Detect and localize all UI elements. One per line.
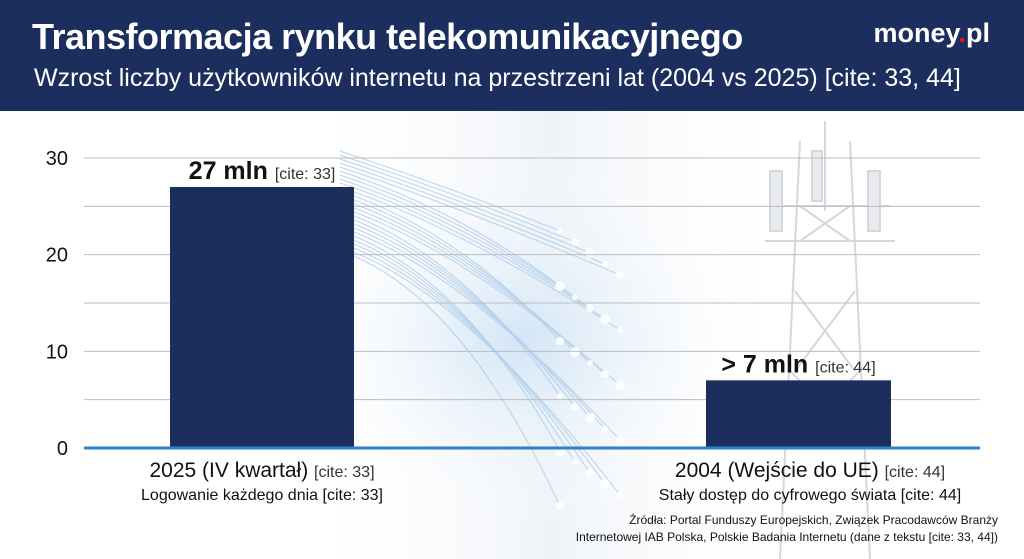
bar	[170, 187, 354, 448]
fiber-light-dot	[556, 502, 564, 510]
data-label-value: > 7 mln	[721, 350, 815, 378]
fiber-light-dot	[616, 436, 624, 444]
fiber-light-dot	[586, 469, 594, 477]
category-subtitle: Logowanie każdego dnia [cite: 33]	[141, 487, 383, 504]
source-note: Źródła: Portal Funduszy Europejskich, Zw…	[478, 512, 998, 546]
fiber-light-dot	[557, 393, 563, 399]
fiber-strand	[339, 158, 591, 254]
category-cite: [cite: 44]	[884, 464, 946, 481]
fiber-strand	[339, 154, 576, 243]
y-tick-label: 0	[57, 438, 68, 460]
y-tick-label: 30	[46, 148, 68, 170]
logo-text-tld: pl	[966, 18, 990, 48]
category-name: 2025 (IV kwartał)	[149, 459, 309, 482]
chart-subtitle: Wzrost liczby użytkowników internetu na …	[34, 64, 961, 92]
data-label: > 7 mln [cite: 44]	[721, 350, 875, 378]
fiber-light-dot	[617, 327, 623, 333]
data-label-value: 27 mln	[189, 157, 275, 185]
fiber-strand	[339, 230, 561, 452]
category-subtitle: Stały dostęp do cyfrowego świata [cite: …	[658, 487, 962, 504]
chart-title: Transformacja rynku telekomunikacyjnego	[32, 16, 743, 57]
fiber-strand	[339, 246, 621, 496]
data-label-cite: [cite: 44]	[815, 359, 875, 376]
fiber-strand	[339, 238, 591, 474]
bars	[170, 187, 891, 448]
fiber-strand	[339, 150, 561, 232]
fiber-light-dot	[616, 271, 624, 279]
fiber-strand	[339, 174, 576, 298]
fiber-light-dot	[602, 261, 608, 267]
fiber-strand	[339, 250, 561, 507]
fiber-strand	[339, 222, 606, 430]
fiber-light-dot	[570, 347, 580, 357]
fiber-optic-tower-background	[280, 111, 895, 559]
fiber-light-dot	[585, 413, 595, 423]
category-cite: [cite: 33]	[314, 464, 375, 481]
logo-text-main: money	[873, 18, 959, 48]
bar	[706, 380, 891, 448]
category-label-2004: 2004 (Wejście do UE) [cite: 44] Stały do…	[630, 459, 990, 505]
fiber-light-dot	[600, 479, 610, 489]
header-banner: Transformacja rynku telekomunikacyjnego …	[0, 0, 1024, 111]
fiber-light-dot	[587, 360, 593, 366]
fiber-strand	[339, 242, 606, 485]
fiber-strand	[339, 234, 576, 463]
money-pl-logo: money.pl	[873, 18, 990, 49]
fiber-strand	[339, 226, 621, 441]
category-label-2025: 2025 (IV kwartał) [cite: 33] Logowanie k…	[112, 459, 412, 505]
fiber-light-dot	[601, 370, 609, 378]
fiber-light-dot	[602, 426, 608, 432]
source-line-1: Źródła: Portal Funduszy Europejskich, Zw…	[629, 513, 998, 527]
data-label-cite: [cite: 33]	[275, 166, 335, 183]
y-tick-label: 20	[46, 245, 68, 267]
fiber-light-dot	[571, 238, 579, 246]
category-name: 2004 (Wejście do UE)	[674, 459, 879, 482]
fiber-light-dot	[556, 337, 564, 345]
logo-dot: .	[958, 18, 966, 48]
fiber-light-dot	[617, 492, 623, 498]
y-tick-label: 10	[46, 341, 68, 363]
fiber-light-dot	[572, 294, 578, 300]
fiber-light-dot	[600, 314, 610, 324]
bar-chart: 0 10 20 30 27 mln [cite: 33] > 7 mln [cite: …	[46, 148, 980, 460]
data-labels: 27 mln [cite: 33] > 7 mln [cite: 44]	[189, 157, 876, 378]
data-label: 27 mln [cite: 33]	[189, 157, 336, 185]
source-line-2: Internetowej IAB Polska, Polskie Badania…	[575, 530, 998, 544]
fiber-light-dot	[615, 380, 625, 390]
fiber-strand	[339, 170, 561, 287]
fiber-strand	[339, 162, 606, 265]
fiber-light-dot	[571, 403, 579, 411]
fiber-light-dot	[585, 248, 595, 258]
fiber-light-dot	[557, 228, 563, 234]
fiber-strand	[339, 210, 561, 397]
fiber-strand	[339, 186, 621, 331]
fiber-light-dots	[555, 228, 625, 510]
y-axis-ticks: 0 10 20 30	[46, 148, 68, 460]
fiber-light-dot	[586, 304, 594, 312]
fiber-strand	[339, 182, 606, 320]
fiber-strand	[339, 214, 576, 408]
fiber-light-dot	[555, 281, 565, 291]
fiber-strand	[339, 218, 591, 419]
fiber-strand	[339, 166, 621, 276]
fiber-light-dot	[572, 459, 578, 465]
